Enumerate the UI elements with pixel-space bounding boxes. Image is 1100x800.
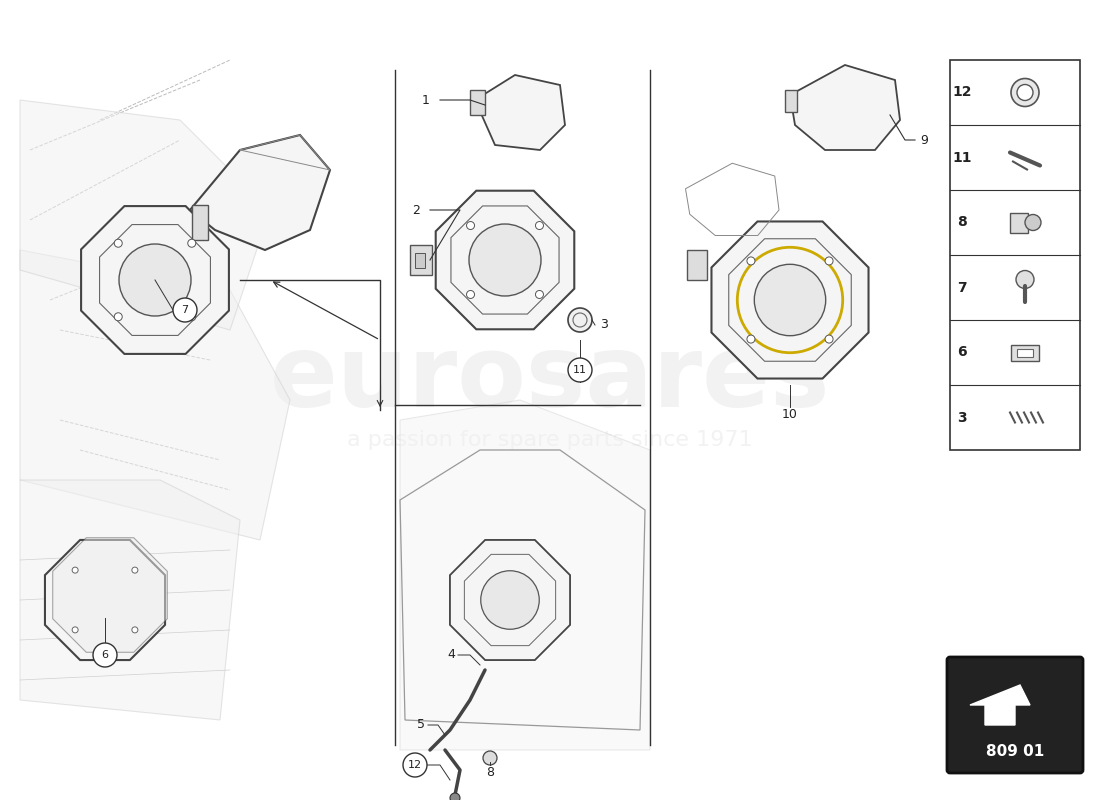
Circle shape <box>173 298 197 322</box>
Text: 809 01: 809 01 <box>986 745 1044 759</box>
Circle shape <box>114 239 122 247</box>
Polygon shape <box>712 222 869 378</box>
Text: 7: 7 <box>957 281 967 294</box>
Text: 8: 8 <box>957 215 967 230</box>
Circle shape <box>755 264 826 336</box>
Circle shape <box>119 244 191 316</box>
Text: eurosares: eurosares <box>270 331 830 429</box>
Polygon shape <box>400 400 650 750</box>
Circle shape <box>747 257 755 265</box>
Circle shape <box>403 753 427 777</box>
Bar <box>410 245 432 275</box>
Circle shape <box>536 290 543 298</box>
Circle shape <box>188 313 196 321</box>
Circle shape <box>1018 85 1033 101</box>
Bar <box>192 205 208 240</box>
FancyBboxPatch shape <box>947 657 1084 773</box>
Circle shape <box>73 567 78 573</box>
Circle shape <box>483 751 497 765</box>
Polygon shape <box>790 65 900 150</box>
Circle shape <box>1011 78 1040 106</box>
Bar <box>1018 349 1033 357</box>
Text: 9: 9 <box>920 134 928 146</box>
Text: 7: 7 <box>182 305 188 315</box>
Circle shape <box>536 222 543 230</box>
Circle shape <box>450 793 460 800</box>
Bar <box>415 253 425 268</box>
Text: 1: 1 <box>422 94 430 106</box>
Circle shape <box>188 239 196 247</box>
Polygon shape <box>450 540 570 660</box>
Circle shape <box>466 290 474 298</box>
Circle shape <box>568 308 592 332</box>
Text: 11: 11 <box>573 365 587 375</box>
Circle shape <box>1016 270 1034 289</box>
Circle shape <box>825 335 833 343</box>
Text: 12: 12 <box>408 760 422 770</box>
Text: 11: 11 <box>953 150 971 165</box>
Bar <box>1011 345 1040 361</box>
Polygon shape <box>970 685 1030 725</box>
Text: 5: 5 <box>417 718 425 731</box>
Circle shape <box>568 358 592 382</box>
Polygon shape <box>436 190 574 330</box>
Circle shape <box>132 567 138 573</box>
Circle shape <box>481 570 539 630</box>
Text: 12: 12 <box>953 86 971 99</box>
Bar <box>785 90 798 112</box>
Circle shape <box>469 224 541 296</box>
Circle shape <box>73 627 78 633</box>
Text: 6: 6 <box>101 650 109 660</box>
Text: a passion for spare parts since 1971: a passion for spare parts since 1971 <box>348 430 752 450</box>
Text: 3: 3 <box>957 410 967 425</box>
Text: 4: 4 <box>447 649 455 662</box>
Bar <box>470 90 485 115</box>
Circle shape <box>94 643 117 667</box>
Polygon shape <box>20 250 290 540</box>
Circle shape <box>825 257 833 265</box>
Circle shape <box>114 313 122 321</box>
Text: 10: 10 <box>782 409 797 422</box>
Text: 3: 3 <box>600 318 608 331</box>
Circle shape <box>1025 214 1041 230</box>
Text: 2: 2 <box>412 203 420 217</box>
Bar <box>1010 213 1028 233</box>
Polygon shape <box>475 75 565 150</box>
Polygon shape <box>20 100 270 330</box>
Polygon shape <box>20 480 240 720</box>
Circle shape <box>132 627 138 633</box>
Circle shape <box>466 222 474 230</box>
Polygon shape <box>53 538 167 652</box>
Bar <box>950 60 1080 450</box>
Polygon shape <box>45 540 165 660</box>
Text: 8: 8 <box>486 766 494 778</box>
Bar <box>688 250 707 280</box>
Polygon shape <box>190 135 330 250</box>
Circle shape <box>747 335 755 343</box>
Text: 6: 6 <box>957 346 967 359</box>
Polygon shape <box>81 206 229 354</box>
